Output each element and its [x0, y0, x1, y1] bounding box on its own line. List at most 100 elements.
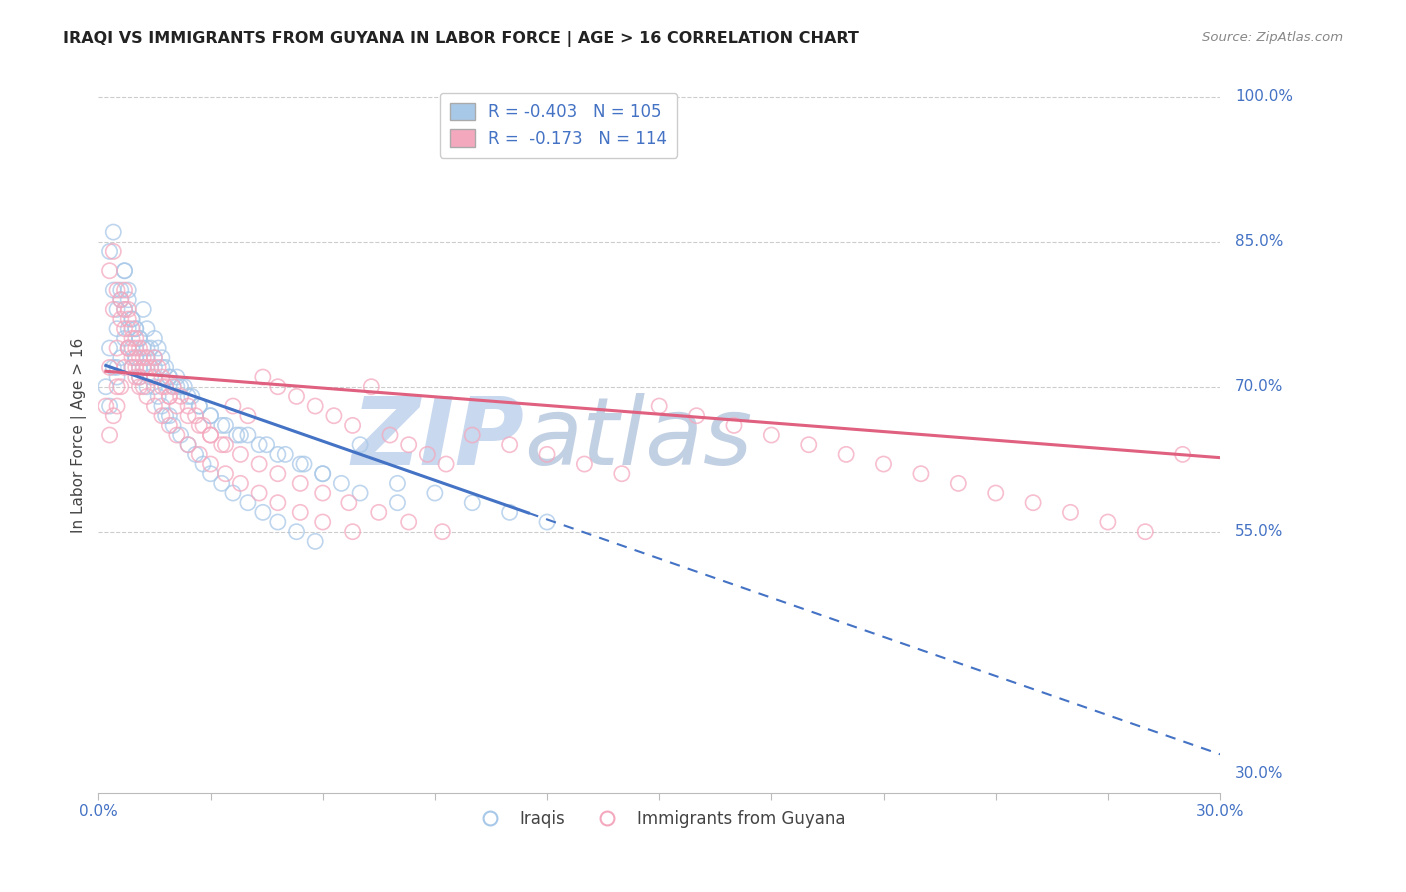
Point [132, 302, 155, 317]
Point [162, 380, 184, 394]
Point [398, 438, 420, 452]
Point [188, 399, 211, 413]
Point [155, 360, 177, 375]
Point [247, 438, 270, 452]
Point [342, 524, 364, 539]
Point [125, 360, 148, 375]
Point [188, 399, 211, 413]
Point [648, 399, 671, 413]
Point [312, 467, 335, 481]
Point [117, 322, 139, 336]
Point [121, 331, 143, 345]
Point [103, 409, 125, 423]
Point [150, 380, 173, 394]
Point [177, 399, 200, 413]
Point [136, 351, 159, 365]
Point [105, 302, 128, 317]
Point [121, 341, 143, 355]
Point [143, 380, 166, 394]
Point [125, 351, 148, 365]
Point [330, 476, 353, 491]
Point [157, 370, 180, 384]
Point [125, 341, 148, 355]
Point [200, 457, 222, 471]
Point [177, 438, 200, 452]
Point [177, 409, 200, 423]
Point [236, 496, 259, 510]
Point [169, 389, 191, 403]
Point [114, 283, 136, 297]
Point [387, 476, 409, 491]
Point [114, 302, 136, 317]
Point [117, 293, 139, 307]
Point [797, 438, 820, 452]
Point [98, 399, 121, 413]
Point [188, 418, 211, 433]
Point [128, 331, 150, 345]
Point [105, 370, 128, 384]
Point [132, 380, 155, 394]
Point [536, 447, 558, 461]
Point [723, 418, 745, 433]
Point [105, 283, 128, 297]
Point [304, 399, 326, 413]
Point [136, 341, 159, 355]
Point [121, 351, 143, 365]
Point [169, 428, 191, 442]
Point [222, 486, 245, 500]
Point [132, 341, 155, 355]
Point [267, 467, 290, 481]
Point [105, 322, 128, 336]
Point [98, 428, 121, 442]
Point [1097, 515, 1119, 529]
Point [214, 418, 236, 433]
Text: 70.0%: 70.0% [1234, 379, 1284, 394]
Point [349, 438, 371, 452]
Point [103, 244, 125, 259]
Point [211, 438, 233, 452]
Point [290, 505, 312, 519]
Point [98, 244, 121, 259]
Point [150, 399, 173, 413]
Point [498, 505, 520, 519]
Point [184, 409, 207, 423]
Point [114, 264, 136, 278]
Point [110, 283, 132, 297]
Point [132, 360, 155, 375]
Point [387, 496, 409, 510]
Point [461, 496, 484, 510]
Point [157, 409, 180, 423]
Point [169, 380, 191, 394]
Text: ZIP: ZIP [352, 392, 524, 484]
Point [285, 524, 308, 539]
Point [872, 457, 894, 471]
Point [360, 380, 382, 394]
Point [229, 476, 252, 491]
Point [378, 428, 401, 442]
Point [136, 360, 159, 375]
Point [247, 457, 270, 471]
Point [434, 457, 457, 471]
Point [267, 496, 290, 510]
Point [177, 389, 200, 403]
Point [200, 467, 222, 481]
Point [367, 505, 389, 519]
Point [536, 515, 558, 529]
Point [290, 476, 312, 491]
Point [312, 515, 335, 529]
Point [610, 467, 633, 481]
Point [128, 360, 150, 375]
Point [191, 457, 214, 471]
Point [121, 312, 143, 326]
Point [121, 360, 143, 375]
Point [256, 438, 278, 452]
Point [166, 399, 188, 413]
Point [984, 486, 1007, 500]
Point [267, 515, 290, 529]
Point [148, 389, 170, 403]
Point [103, 302, 125, 317]
Point [1059, 505, 1081, 519]
Point [910, 467, 932, 481]
Point [177, 438, 200, 452]
Point [150, 351, 173, 365]
